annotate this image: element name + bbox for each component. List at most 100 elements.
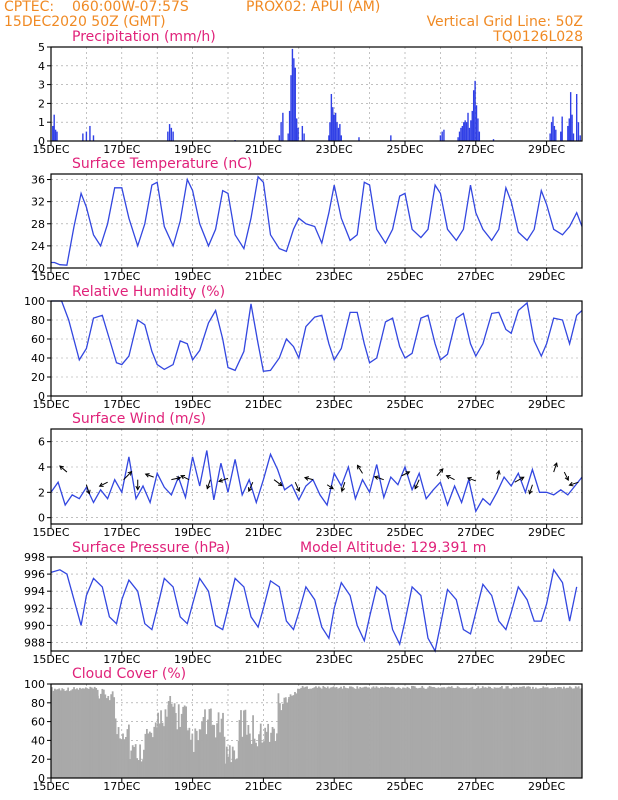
temp-xtick-label: 15DEC [32, 270, 69, 283]
precip-bar [441, 131, 443, 141]
cloud-bar [365, 686, 368, 778]
cloud-bar [231, 746, 234, 778]
cloud-bar [228, 745, 231, 778]
cloud-bar [108, 700, 111, 778]
wind-arrow [180, 475, 190, 481]
cloud-bar [188, 727, 191, 778]
cloud-bar [238, 719, 241, 778]
cloud-bar [144, 733, 147, 778]
temp-xtick-label: 23DEC [316, 270, 353, 283]
precip-bar [301, 125, 304, 141]
cloud-bar [377, 687, 379, 778]
cloud-bar [134, 744, 137, 778]
cloud-bar [579, 688, 582, 778]
precip-bar [571, 114, 573, 141]
cloud-bar [81, 688, 84, 778]
precip-bar [555, 129, 557, 141]
cloud-bar [486, 688, 489, 778]
cloud-bar [477, 686, 480, 778]
press-series-line [50, 568, 578, 653]
cloud-bar [307, 688, 310, 778]
rh-ytick-label: 40 [31, 352, 45, 365]
precip-bar [463, 122, 465, 141]
cloud-bar [413, 686, 416, 778]
precip-bar [549, 133, 551, 141]
cloud-bar [498, 687, 500, 778]
precipitation-title: Precipitation (mm/h) [72, 29, 216, 45]
cloud-bar [128, 724, 130, 778]
cloud-bar [568, 686, 571, 778]
cloud-bar [97, 695, 99, 778]
cloud-bar [316, 687, 319, 778]
cloud-bar [93, 686, 96, 778]
precip-bar [172, 131, 174, 141]
cloud-bar [530, 688, 533, 778]
cloud-bar [520, 686, 523, 778]
wind-arrow [218, 477, 229, 482]
cloud-bar [241, 736, 244, 778]
cloud-bar [268, 741, 271, 778]
wind-arrow [59, 465, 68, 473]
rh-xtick-label: 27DEC [457, 398, 494, 411]
cloud-bar [577, 686, 580, 778]
wind-arrowhead [329, 484, 334, 490]
cloud-bar [158, 723, 161, 778]
humidity-title: Relative Humidity (%) [72, 284, 225, 300]
cloud-bar [452, 687, 455, 778]
wind-arrow [206, 479, 211, 489]
cloud-bar [98, 698, 101, 778]
cloud-bar [368, 687, 370, 778]
precip-bar [478, 131, 481, 141]
cloud-bar [431, 687, 434, 778]
cloud-bar [253, 738, 256, 778]
rh-xtick-label: 21DEC [245, 398, 282, 411]
cloud-bar [169, 695, 172, 778]
cloud-bar [344, 687, 347, 778]
wind-arrowhead [564, 476, 569, 481]
cloud-bar [315, 686, 317, 778]
cloud-bar [140, 761, 143, 778]
wind-arrow [563, 471, 569, 481]
cloud-bar [61, 688, 64, 778]
precip-xtick-label: 29DEC [528, 143, 565, 156]
cloud-bar [154, 722, 157, 778]
cloud-bar [374, 687, 376, 778]
cloud-bar [381, 686, 384, 778]
wind-arrow [248, 481, 254, 492]
cloud-bar [484, 687, 487, 778]
cloud-bar [123, 739, 126, 778]
cloud-bar [456, 686, 459, 778]
cloud-bar [131, 745, 134, 778]
cloud-bar [281, 703, 284, 778]
wind-arrow [553, 462, 558, 473]
cloud-bar [151, 737, 154, 778]
cloud-bar [79, 687, 81, 778]
cloud-bar [264, 727, 267, 778]
wind-arrow [326, 484, 334, 490]
cloud-bar [363, 686, 366, 778]
cloud-bar [409, 688, 412, 778]
precip-ytick-label: 0 [38, 135, 45, 148]
cloud-bar [224, 763, 227, 778]
cloud-bar [419, 687, 422, 778]
press-ytick-label: 996 [24, 568, 45, 581]
precip-bar [52, 125, 54, 141]
pressure-panel: Surface Pressure (hPa) Model Altitude: 1… [24, 540, 583, 666]
cloud-bar [71, 689, 74, 778]
cloud-bar [350, 686, 353, 778]
precip-bar [465, 122, 468, 141]
header-grid-note: Vertical Grid Line: 50Z [427, 14, 583, 30]
cloud-bar [418, 687, 421, 778]
cloud-bar [65, 690, 68, 778]
press-ytick-label: 992 [24, 602, 45, 615]
cloud-bar [529, 686, 531, 778]
wind-arrowhead [218, 478, 224, 483]
cloud-bar [191, 733, 194, 778]
precip-ytick-label: 1 [38, 116, 45, 129]
precip-bar [85, 131, 88, 141]
precip-bar [560, 131, 562, 141]
cloud-bar [323, 687, 326, 778]
cloud-bar [570, 687, 573, 778]
cloud-bar [52, 690, 55, 778]
precip-bar [334, 112, 337, 141]
